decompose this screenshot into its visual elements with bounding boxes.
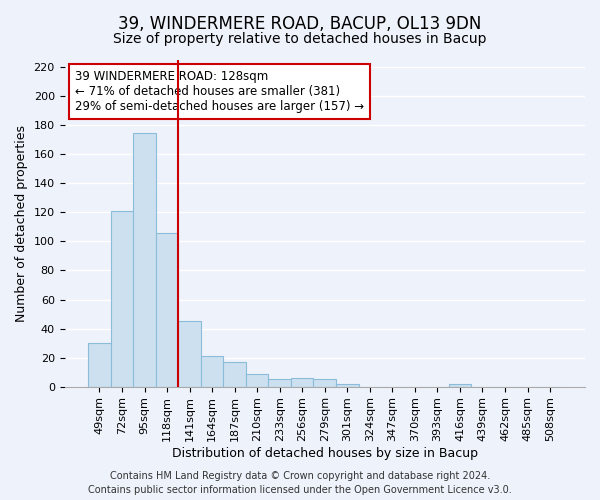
Bar <box>111 211 133 386</box>
Text: Size of property relative to detached houses in Bacup: Size of property relative to detached ho… <box>113 32 487 46</box>
X-axis label: Distribution of detached houses by size in Bacup: Distribution of detached houses by size … <box>172 447 478 460</box>
Bar <box>313 380 336 386</box>
Y-axis label: Number of detached properties: Number of detached properties <box>15 125 28 322</box>
Bar <box>178 322 201 386</box>
Text: 39 WINDERMERE ROAD: 128sqm
← 71% of detached houses are smaller (381)
29% of sem: 39 WINDERMERE ROAD: 128sqm ← 71% of deta… <box>75 70 364 113</box>
Text: 39, WINDERMERE ROAD, BACUP, OL13 9DN: 39, WINDERMERE ROAD, BACUP, OL13 9DN <box>118 15 482 33</box>
Bar <box>291 378 313 386</box>
Bar <box>133 132 156 386</box>
Bar <box>156 232 178 386</box>
Bar <box>88 343 111 386</box>
Bar <box>268 380 291 386</box>
Bar <box>246 374 268 386</box>
Bar <box>223 362 246 386</box>
Text: Contains HM Land Registry data © Crown copyright and database right 2024.
Contai: Contains HM Land Registry data © Crown c… <box>88 471 512 495</box>
Bar <box>336 384 359 386</box>
Bar <box>201 356 223 386</box>
Bar <box>449 384 471 386</box>
